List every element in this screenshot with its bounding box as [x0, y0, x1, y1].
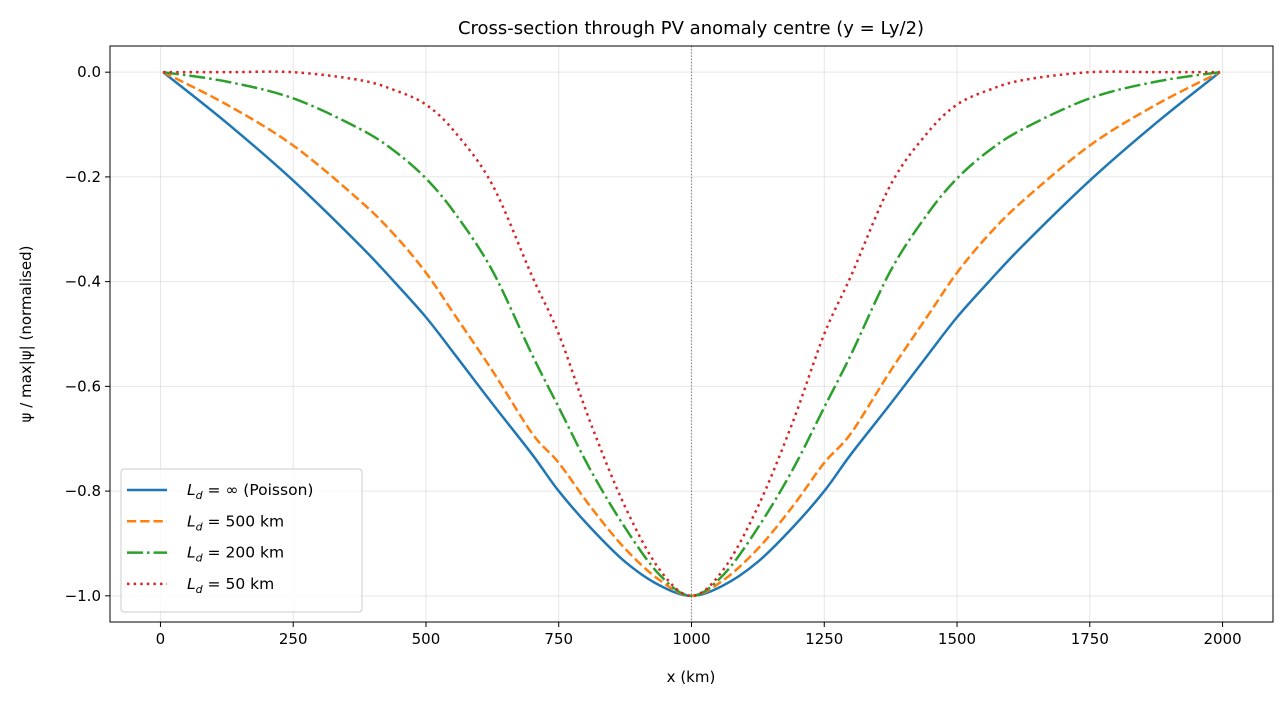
y-tick-label: 0.0 [77, 63, 101, 81]
x-tick-label: 1250 [805, 630, 843, 648]
legend-label-3: Ld = 50 km [187, 575, 274, 596]
legend-label-0: Ld = ∞ (Poisson) [187, 481, 313, 502]
legend-box [120, 468, 363, 613]
ticks: 0 250 500 750 1000 1250 1500 1750 2000 0.0 −0.2 −0.… [65, 63, 1242, 648]
legend-label-1: Ld = 500 km [187, 512, 284, 533]
x-tick-label: 750 [544, 630, 573, 648]
x-tick-label: 1500 [938, 630, 976, 648]
y-tick-label: −0.6 [65, 377, 101, 395]
y-tick-label: −0.4 [65, 273, 101, 291]
series-line-2 [162, 70, 1221, 598]
series-lines [162, 70, 1221, 598]
x-tick-label: 2000 [1203, 630, 1241, 648]
y-axis-label: ψ / max|ψ| (normalised) [17, 246, 35, 423]
y-tick-label: −0.8 [65, 482, 101, 500]
x-axis-label: x (km) [667, 668, 716, 686]
y-tick-label: −0.2 [65, 168, 101, 186]
y-tick-label: −1.0 [65, 587, 101, 605]
x-tick-label: 1000 [672, 630, 710, 648]
legend: Ld = ∞ (Poisson) Ld = 500 km Ld = 200 km Ld… [120, 468, 363, 613]
x-tick-label: 0 [156, 630, 166, 648]
x-tick-label: 1750 [1071, 630, 1109, 648]
x-tick-label: 250 [279, 630, 308, 648]
chart-title: Cross-section through PV anomaly centre … [458, 18, 924, 39]
legend-label-2: Ld = 200 km [187, 544, 284, 565]
x-tick-label: 500 [412, 630, 441, 648]
series-line-3 [163, 70, 1220, 598]
